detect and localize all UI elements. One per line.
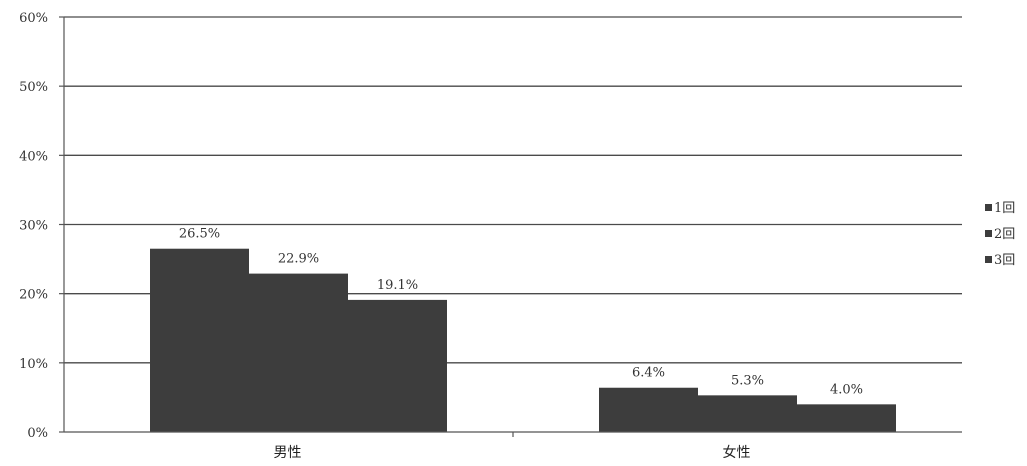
x-category-label: 男性 xyxy=(274,445,302,461)
y-tick-label: 20% xyxy=(19,288,48,303)
legend-label: 3回 xyxy=(994,253,1015,268)
legend-label: 1回 xyxy=(994,201,1015,216)
bars xyxy=(150,248,896,432)
axes xyxy=(63,17,962,437)
bar-2-3 xyxy=(797,404,896,432)
data-label: 26.5% xyxy=(179,227,220,242)
x-axis-categories: 男性 女性 xyxy=(274,444,751,461)
y-tick-label: 10% xyxy=(19,357,48,372)
bar-1-3 xyxy=(348,299,447,432)
legend-swatch xyxy=(985,230,992,237)
y-axis-ticks: 0% 10% 20% 30% 40% 50% 60% xyxy=(19,11,64,441)
legend-swatch xyxy=(985,256,992,263)
bar-1-2 xyxy=(249,273,348,432)
bar-2-2 xyxy=(698,395,797,432)
legend-label: 2回 xyxy=(994,227,1015,242)
data-label: 19.1% xyxy=(377,278,418,293)
y-tick-label: 30% xyxy=(19,219,48,234)
x-category-label: 女性 xyxy=(723,444,751,461)
data-label: 4.0% xyxy=(830,382,863,397)
data-label: 6.4% xyxy=(632,366,665,381)
legend-swatch xyxy=(985,204,992,211)
bar-2-1 xyxy=(599,387,698,432)
data-label: 5.3% xyxy=(731,373,764,388)
legend: 1回 2回 3回 xyxy=(985,201,1015,268)
bar-1-1 xyxy=(150,248,249,432)
y-tick-label: 40% xyxy=(19,149,48,164)
y-tick-label: 50% xyxy=(19,80,48,95)
data-labels: 26.5% 22.9% 19.1% 6.4% 5.3% 4.0% xyxy=(179,227,863,398)
y-tick-label: 60% xyxy=(19,11,48,26)
data-label: 22.9% xyxy=(278,252,319,267)
y-tick-label: 0% xyxy=(27,426,48,441)
